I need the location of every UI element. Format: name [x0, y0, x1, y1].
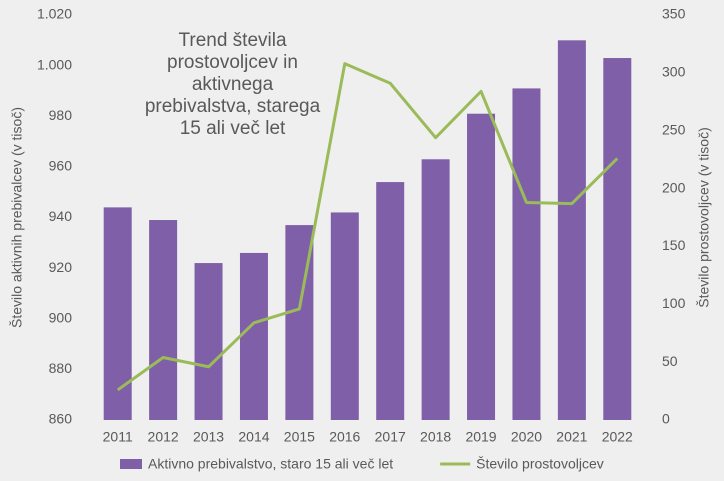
- x-tick-label: 2020: [511, 429, 542, 445]
- x-tick-label: 2013: [193, 429, 224, 445]
- line: [116, 62, 619, 392]
- x-tick-label: 2018: [420, 429, 451, 445]
- y-tick-label: 1.020: [37, 6, 72, 22]
- y-tick-label: 940: [49, 208, 73, 224]
- y2-axis-label: Število prostovoljcev (v tisoč): [696, 127, 712, 308]
- x-tick-label: 2016: [329, 429, 360, 445]
- y2-tick-label: 250: [662, 121, 686, 137]
- y-tick-label: 920: [49, 259, 73, 275]
- x-tick-label: 2011: [103, 429, 133, 445]
- bar: [421, 159, 450, 420]
- x-tick-label: 2015: [284, 429, 315, 445]
- x-tick-label: 2017: [375, 429, 406, 445]
- x-tick-label: 2014: [238, 429, 269, 445]
- bar: [149, 220, 178, 420]
- y-tick-label: 980: [49, 107, 73, 123]
- bar: [330, 212, 359, 420]
- legend-label: Število prostovoljcev: [476, 456, 604, 472]
- bar: [194, 263, 223, 420]
- y-tick-label: 900: [49, 309, 73, 325]
- y2-tick-label: 350: [662, 6, 686, 22]
- bar: [467, 113, 496, 420]
- y-tick-label: 960: [49, 158, 73, 174]
- y-axis-label: Število aktivnih prebivalcev (v tisoč): [9, 107, 25, 328]
- y2-tick-label: 300: [662, 64, 686, 80]
- y-tick-label: 860: [49, 411, 73, 427]
- y-tick-label: 880: [49, 360, 73, 376]
- x-tick-label: 2022: [602, 429, 633, 445]
- x-tick-label: 2012: [148, 429, 179, 445]
- y2-tick-label: 50: [662, 353, 678, 369]
- y2-tick-label: 100: [662, 295, 686, 311]
- y2-tick-label: 150: [662, 237, 686, 253]
- bar: [512, 88, 541, 420]
- bar: [557, 40, 586, 420]
- bar: [239, 252, 268, 420]
- bar: [603, 58, 632, 420]
- legend-swatch: [120, 459, 142, 469]
- x-tick-label: 2019: [465, 429, 496, 445]
- y-tick-label: 1.000: [37, 56, 72, 72]
- chart-title: Trend števila prostovoljcev in aktivnega…: [144, 30, 321, 139]
- y2-tick-label: 200: [662, 179, 686, 195]
- legend-label: Aktivno prebivalstvo, staro 15 ali več l…: [148, 456, 393, 472]
- bar: [376, 182, 405, 420]
- y2-tick-label: 0: [662, 411, 670, 427]
- x-tick-label: 2021: [556, 429, 587, 445]
